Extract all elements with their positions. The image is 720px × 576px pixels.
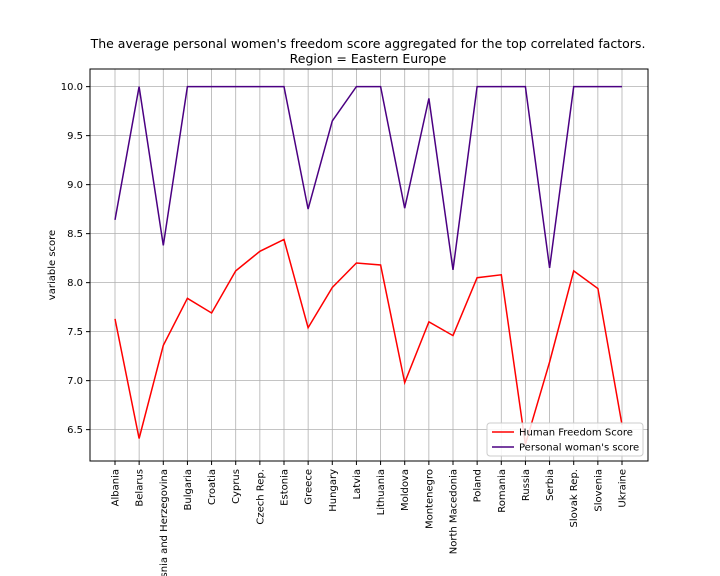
legend: Human Freedom Score Personal woman's sco…	[486, 422, 644, 457]
legend-label-human-freedom: Human Freedom Score	[519, 428, 633, 439]
y-tick-label: 8.5	[67, 229, 83, 240]
legend-label-personal-woman: Personal woman's score	[519, 443, 639, 454]
y-tick-label: 9.0	[67, 180, 83, 191]
x-tick-label-albania: Albania	[111, 469, 122, 506]
y-tick-label: 9.5	[67, 131, 83, 142]
x-tick-label-montenegro: Montenegro	[424, 469, 435, 529]
x-tick-label-bulgaria: Bulgaria	[183, 469, 194, 510]
x-tick-label-estonia: Estonia	[280, 469, 291, 506]
y-tick-label: 10.0	[61, 82, 83, 93]
grid	[90, 69, 648, 461]
y-axis: 6.5 7.0 7.5 8.0 8.5 9.0 9.5 10.0	[61, 82, 90, 436]
x-tick-label-ukraine: Ukraine	[618, 469, 629, 508]
series-layer	[114, 85, 623, 445]
x-tick-label-north-macedonia: North Macedonia	[449, 469, 460, 554]
x-tick-label-moldova: Moldova	[400, 469, 411, 511]
series-line-human-freedom-score	[114, 238, 623, 445]
x-tick-label-russia: Russia	[521, 469, 532, 501]
x-tick-label-belarus: Belarus	[135, 469, 146, 507]
x-tick-label-greece: Greece	[304, 469, 315, 505]
series-line-personal-woman-s-score	[114, 85, 622, 271]
x-tick-label-romania: Romania	[497, 469, 508, 513]
chart-subtitle: Region = Eastern Europe	[290, 51, 447, 66]
x-tick-label-latvia: Latvia	[352, 469, 363, 499]
x-tick-label-lithuania: Lithuania	[376, 469, 387, 515]
chart-title: The average personal women's freedom sco…	[90, 36, 646, 51]
y-axis-label: variable score	[47, 230, 58, 300]
plot-frame	[89, 68, 649, 462]
y-tick-label: 6.5	[67, 425, 83, 436]
legend-box	[486, 422, 644, 457]
y-tick-label: 8.0	[67, 278, 83, 289]
x-tick-label-slovenia: Slovenia	[593, 469, 604, 512]
y-tick-label: 7.5	[67, 327, 83, 338]
x-tick-label-bosnia-and-herzegovina: Bosnia and Herzegovina	[159, 469, 170, 576]
x-tick-label-serbia: Serbia	[545, 469, 556, 501]
x-tick-label-czech-rep: Czech Rep.	[255, 469, 266, 525]
x-tick-label-poland: Poland	[473, 469, 484, 502]
x-tick-label-slovak-rep: Slovak Rep.	[569, 469, 580, 527]
x-tick-label-hungary: Hungary	[328, 469, 339, 512]
x-tick-label-cyprus: Cyprus	[231, 469, 242, 504]
x-tick-label-croatia: Croatia	[207, 469, 218, 505]
y-tick-label: 7.0	[67, 376, 83, 387]
x-axis: Albania Belarus Bosnia and Herzegovina Bulg…	[111, 461, 629, 576]
